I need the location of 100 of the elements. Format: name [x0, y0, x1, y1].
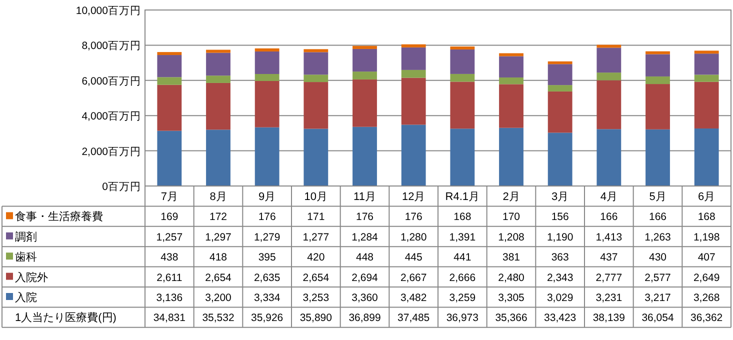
legend-label: 食事・生活療養費 — [15, 210, 103, 224]
legend-label: 調剤 — [15, 230, 37, 244]
data-label: 2,649 — [693, 272, 720, 284]
bar — [304, 128, 328, 186]
text: 37,485 — [398, 312, 430, 324]
bar — [499, 77, 524, 84]
data-label: 172 — [209, 211, 228, 224]
data-label: 1,413 — [596, 231, 622, 244]
bar — [499, 53, 524, 56]
bar — [206, 52, 230, 76]
data-label: 2,654 — [205, 272, 232, 284]
legend-label: 歯科 — [15, 250, 37, 264]
bar — [304, 49, 328, 52]
data-label: 2,577 — [644, 272, 672, 284]
bar — [401, 78, 426, 125]
data-label: 437 — [600, 252, 618, 264]
data-label: 363 — [551, 252, 569, 264]
bar — [450, 49, 475, 74]
bar — [646, 54, 670, 76]
x-tick-label: 8月 — [210, 191, 227, 203]
bar — [646, 129, 670, 186]
x-tick-label: 2月 — [502, 191, 520, 203]
bar — [694, 128, 719, 186]
text: 38,139 — [592, 312, 626, 324]
bar — [352, 48, 377, 72]
bar — [596, 72, 622, 80]
data-label: 418 — [209, 252, 228, 264]
legend-label: 入院 — [15, 291, 37, 304]
bar — [304, 74, 328, 82]
x-tick-label: 6月 — [698, 191, 716, 203]
data-label: 430 — [648, 252, 667, 264]
bar — [401, 70, 426, 78]
bar — [548, 85, 572, 92]
bar — [157, 52, 182, 56]
bar — [548, 91, 572, 133]
data-label: 166 — [600, 211, 618, 224]
x-tick-label: 11月 — [354, 191, 376, 203]
bar — [254, 127, 280, 186]
data-label: 448 — [356, 252, 374, 264]
data-label: 2,343 — [546, 272, 574, 284]
bar — [548, 132, 572, 186]
text: 35,532 — [202, 312, 234, 324]
bar — [499, 56, 524, 78]
data-label: 1,190 — [546, 231, 574, 244]
data-label: 3,482 — [400, 292, 427, 304]
x-tick-label: 3月 — [552, 191, 569, 203]
y-tick-label: 2,000百万円 — [82, 146, 141, 158]
data-label: 1,391 — [449, 231, 476, 244]
y-tick-label: 10,000百万円 — [76, 5, 141, 17]
data-label: 170 — [502, 211, 520, 224]
legend-label: 入院外 — [15, 270, 48, 284]
bar — [596, 129, 622, 186]
bar — [401, 47, 426, 70]
bar — [304, 82, 328, 129]
data-label: 1,277 — [302, 231, 330, 244]
bar — [157, 77, 182, 85]
data-label: 3,334 — [254, 292, 280, 304]
data-label: 1,284 — [352, 231, 378, 244]
data-label: 3,259 — [449, 292, 476, 304]
data-label: 2,635 — [254, 272, 280, 284]
data-label: 438 — [160, 252, 178, 264]
data-label: 3,029 — [546, 292, 574, 304]
bar — [304, 52, 328, 75]
bar — [548, 64, 572, 86]
data-label: 3,136 — [156, 292, 183, 304]
bar — [157, 55, 182, 78]
bar — [499, 84, 524, 128]
data-label: 176 — [356, 211, 374, 224]
bar — [646, 84, 670, 130]
data-label: 3,268 — [693, 292, 720, 304]
bar — [206, 76, 230, 83]
bar — [646, 76, 670, 84]
data-label: 3,231 — [596, 292, 622, 304]
data-label: 166 — [648, 211, 667, 224]
text: 35,366 — [495, 312, 528, 324]
bar — [352, 46, 377, 49]
bar — [499, 128, 524, 186]
data-label: 168 — [698, 211, 716, 224]
bar — [694, 82, 719, 128]
x-tick-label: 9月 — [258, 191, 276, 203]
data-label: 1,297 — [205, 231, 232, 244]
x-tick-label: R4.1月 — [445, 191, 480, 203]
data-label: 1,257 — [156, 231, 183, 244]
bar — [450, 46, 475, 50]
bar — [401, 124, 426, 186]
data-label: 168 — [454, 211, 472, 224]
data-label: 156 — [551, 211, 569, 224]
bar — [401, 44, 426, 48]
bar — [352, 126, 377, 186]
data-label: 176 — [258, 211, 276, 224]
y-tick-label: 8,000百万円 — [82, 40, 141, 52]
data-label: 3,305 — [498, 292, 525, 304]
data-label: 381 — [502, 252, 520, 264]
data-label: 2,694 — [352, 272, 378, 284]
data-label: 2,666 — [449, 272, 476, 284]
x-tick-label: 10月 — [304, 191, 328, 203]
data-label: 3,217 — [644, 292, 672, 304]
data-label: 3,253 — [302, 292, 330, 304]
text: 36,054 — [642, 312, 674, 324]
data-label: 3,360 — [352, 292, 378, 304]
